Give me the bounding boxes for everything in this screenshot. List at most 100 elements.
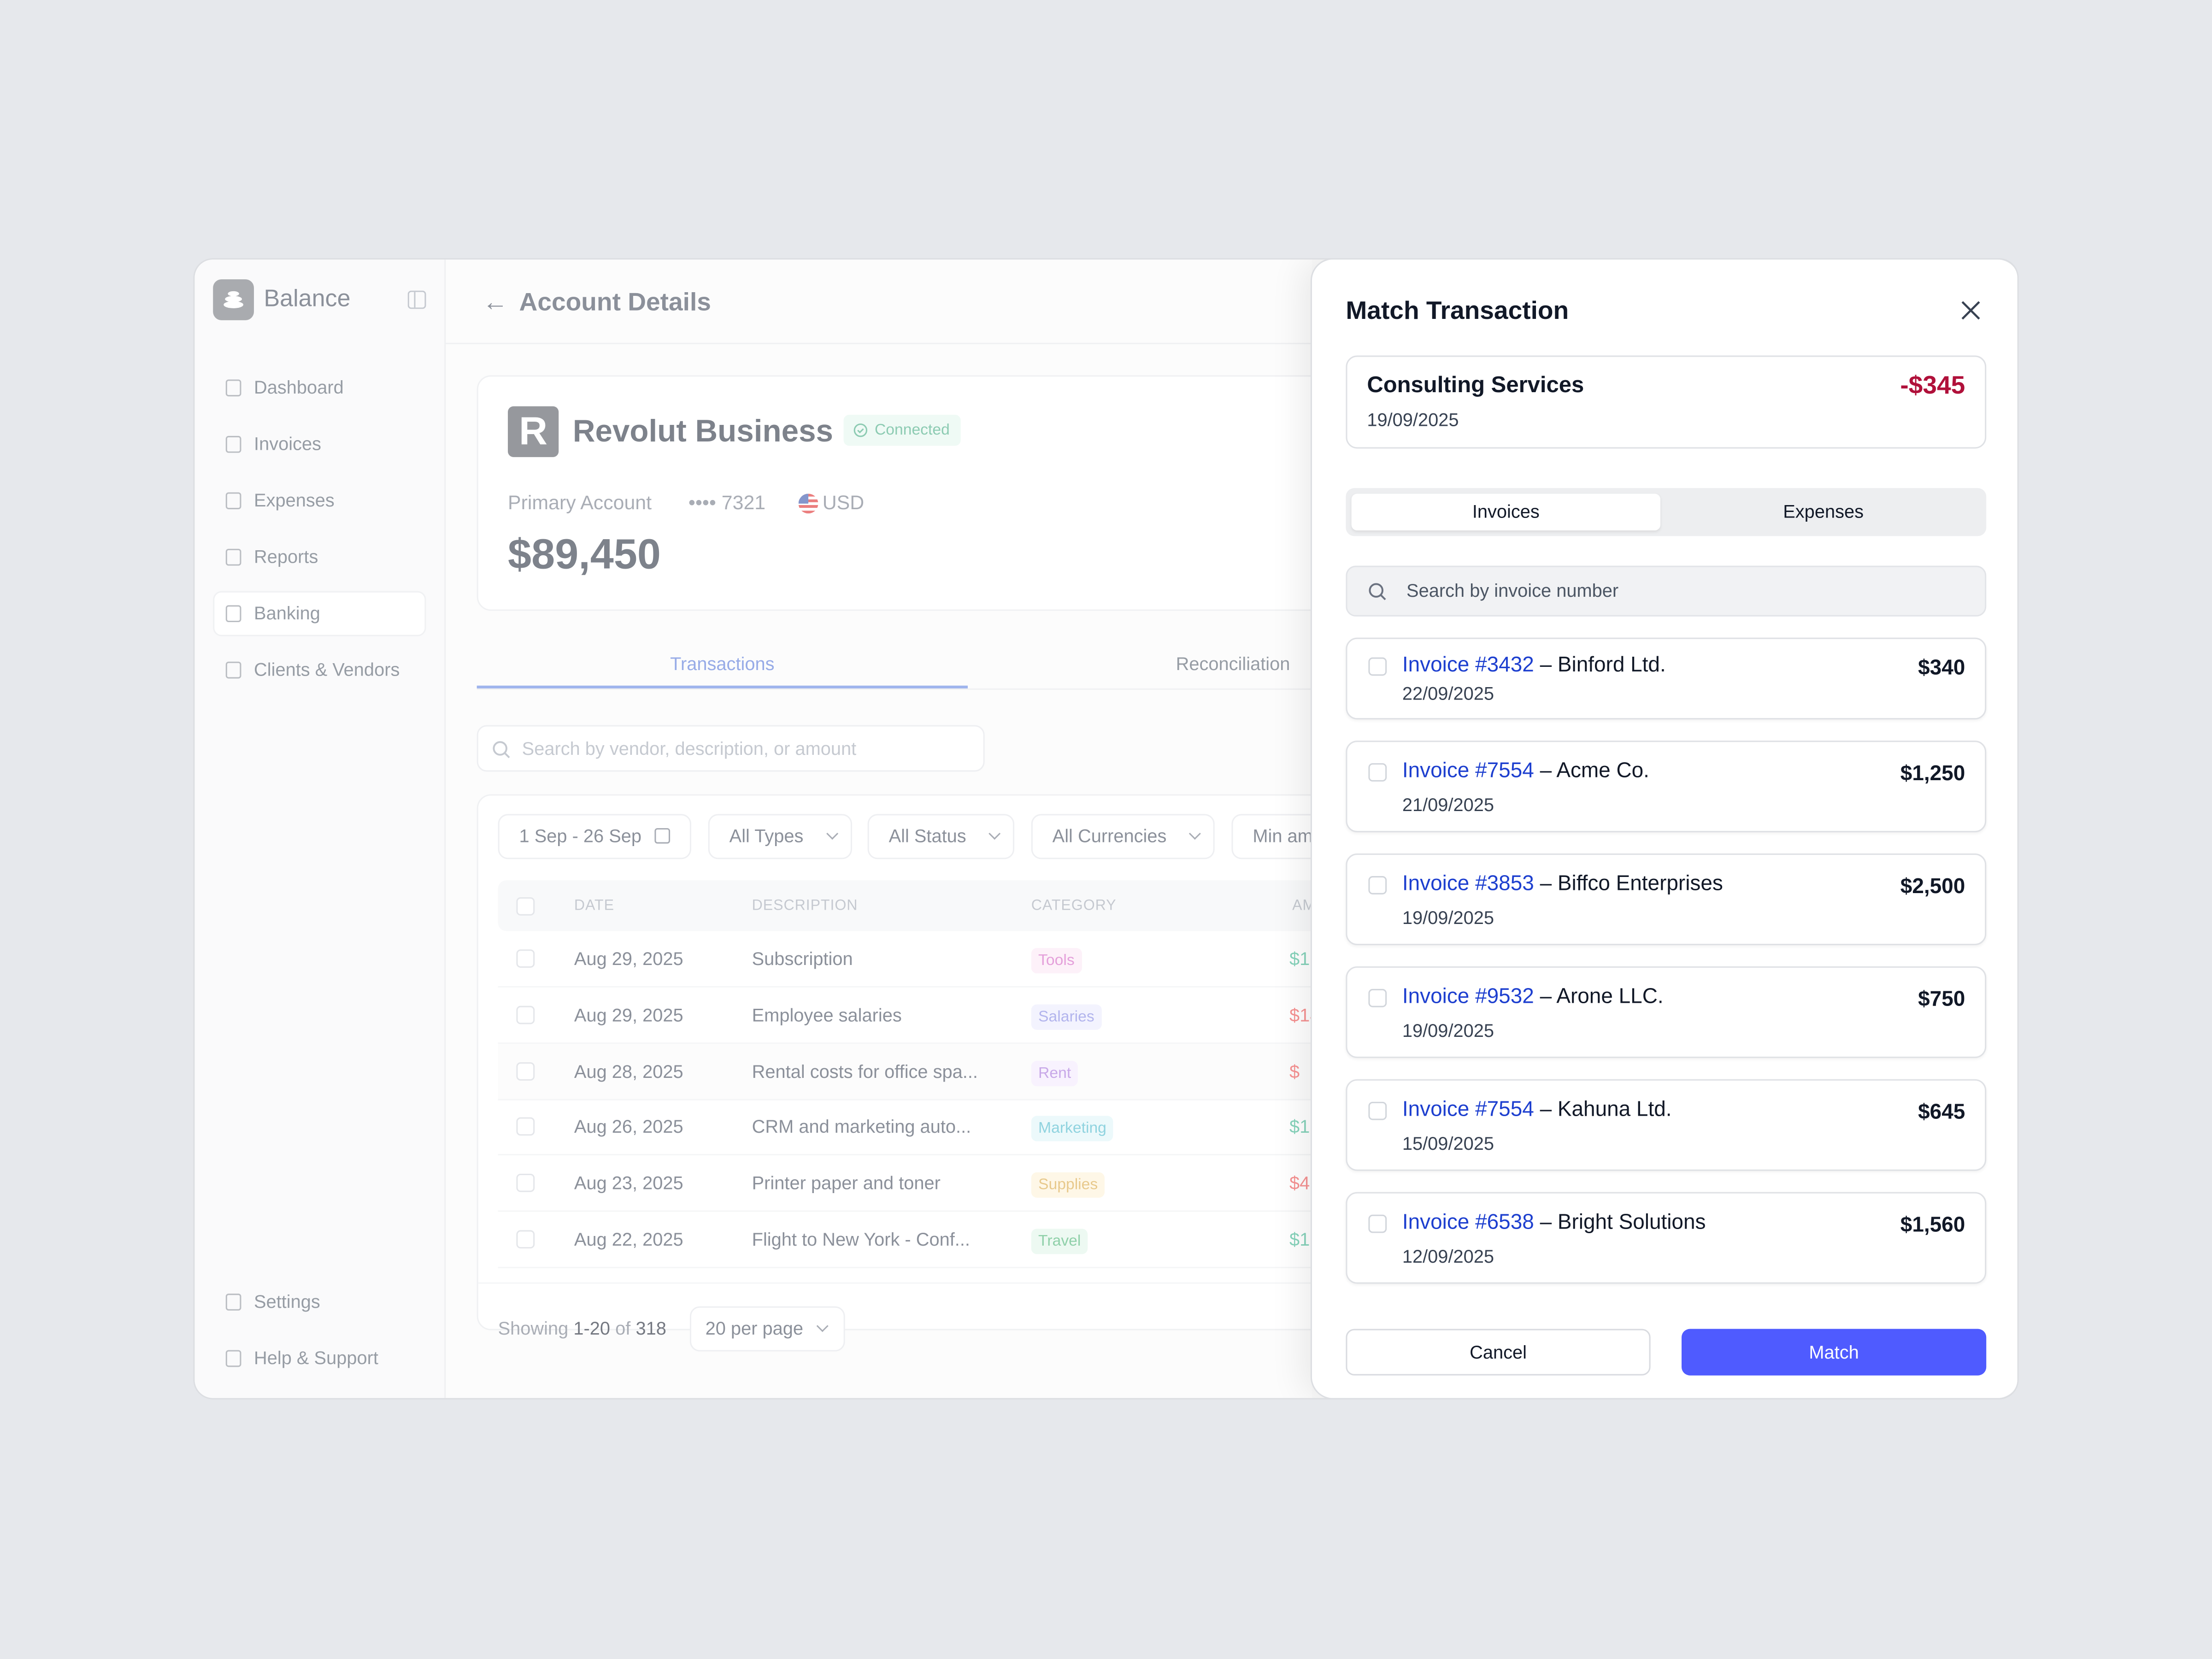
text: Showing	[498, 1318, 569, 1339]
account-card: R Revolut Business Connected Primary Acc…	[477, 375, 1352, 611]
invoice-client: – Biffco Enterprises	[1540, 871, 1723, 896]
back-button[interactable]: ←	[482, 288, 508, 316]
cancel-button[interactable]: Cancel	[1346, 1329, 1651, 1376]
row-highlight	[498, 1043, 1353, 1100]
per-page-select[interactable]: 20 per page	[689, 1306, 845, 1352]
bank-logo: R	[508, 406, 559, 457]
invoice-card[interactable]: Invoice #3432 – Binford Ltd. 22/09/2025 $3…	[1346, 637, 1987, 720]
row-divider	[498, 1042, 1353, 1044]
checkbox[interactable]	[516, 897, 535, 916]
cell: Employee salaries	[752, 1004, 902, 1025]
category-tag: Rent	[1031, 1060, 1078, 1086]
nav-item[interactable]: Help & Support	[254, 1347, 378, 1369]
pagination-text: Showing 1-20 of 318	[498, 1315, 666, 1343]
category-tag: Tools	[1031, 948, 1082, 974]
cell: Aug 26, 2025	[574, 1116, 683, 1138]
nav-item[interactable]: Banking	[254, 602, 320, 624]
nav-icon	[225, 605, 241, 622]
checkbox[interactable]	[1368, 876, 1387, 894]
nav-icon	[225, 492, 241, 510]
invoice-link[interactable]: Invoice #7554	[1402, 759, 1534, 783]
row-divider	[498, 1211, 1353, 1212]
collapse-button[interactable]	[407, 290, 426, 309]
row-divider	[498, 986, 1353, 988]
search-input[interactable]: Search by vendor, description, or amount	[477, 725, 985, 772]
transaction-amount: -$345	[1900, 371, 1965, 400]
filter-select[interactable]: All Types	[708, 814, 852, 859]
cell: $4	[1289, 1172, 1310, 1194]
match-button[interactable]: Match	[1681, 1329, 1987, 1376]
checkbox[interactable]	[1368, 988, 1387, 1007]
nav-item[interactable]: Settings	[254, 1291, 320, 1312]
search-placeholder: Search by invoice number	[1406, 580, 1619, 601]
logo	[213, 279, 254, 320]
cell: CRM and marketing auto...	[752, 1116, 971, 1138]
transactions-card: 1 Sep - 26 Sep All Types All Status All Cur…	[477, 794, 1359, 1352]
close-button[interactable]	[1961, 300, 1981, 320]
nav-item[interactable]: Expenses	[254, 489, 335, 511]
match-modal: Match Transaction Consulting Services 19…	[1310, 259, 2018, 1398]
category-tag: Marketing	[1031, 1116, 1114, 1142]
tab[interactable]: Reconciliation	[1176, 653, 1290, 675]
invoice-amount: $2,500	[1900, 874, 1965, 899]
checkbox[interactable]	[516, 1006, 535, 1024]
row-divider	[498, 1266, 1353, 1269]
checkbox[interactable]	[516, 1230, 535, 1249]
tab-underline	[477, 685, 968, 688]
checkbox[interactable]	[516, 1174, 535, 1193]
nav-icon	[225, 661, 241, 679]
invoice-amount: $645	[1918, 1100, 1965, 1124]
invoice-link[interactable]: Invoice #7554	[1402, 1097, 1534, 1122]
flag-icon	[798, 494, 818, 514]
invoice-link[interactable]: Invoice #3432	[1402, 653, 1534, 677]
nav-item[interactable]: Invoices	[254, 433, 322, 454]
row-divider	[498, 1098, 1353, 1100]
checkbox[interactable]	[1368, 763, 1387, 782]
nav-item[interactable]: Reports	[254, 546, 318, 567]
status-text: Connected	[874, 422, 950, 439]
checkbox[interactable]	[516, 1061, 535, 1080]
segment-active	[1351, 494, 1661, 531]
segment[interactable]: Expenses	[1783, 500, 1864, 522]
nav-item[interactable]: Clients & Vendors	[254, 659, 400, 680]
invoice-link[interactable]: Invoice #9532	[1402, 984, 1534, 1009]
nav-icon	[225, 548, 241, 566]
invoice-card[interactable]: Invoice #9532 – Arone LLC. 19/09/2025 $750	[1346, 966, 1987, 1058]
filter-select[interactable]: All Status	[867, 814, 1015, 859]
checkbox[interactable]	[1368, 657, 1387, 676]
invoice-link[interactable]: Invoice #6538	[1402, 1210, 1534, 1235]
filter-select[interactable]: 1 Sep - 26 Sep	[498, 814, 691, 859]
transaction-card: Consulting Services 19/09/2025 -$345	[1346, 355, 1987, 449]
invoice-title: Invoice #3853 – Biffco Enterprises	[1402, 871, 1723, 899]
invoice-search[interactable]: Search by invoice number	[1346, 565, 1987, 617]
brand: Balance	[264, 285, 351, 312]
cell: Subscription	[752, 948, 853, 970]
invoice-card[interactable]: Invoice #7554 – Acme Co. 21/09/2025 $1,250	[1346, 741, 1987, 833]
account-currency: USD	[822, 491, 865, 514]
text: 318	[635, 1318, 666, 1339]
invoice-date: 19/09/2025	[1402, 1020, 1494, 1041]
invoice-link[interactable]: Invoice #3853	[1402, 871, 1534, 896]
cell: Rental costs for office spa...	[752, 1060, 978, 1082]
row-divider	[498, 1154, 1353, 1156]
invoice-card[interactable]: Invoice #3853 – Biffco Enterprises 19/09/…	[1346, 853, 1987, 946]
filter-select[interactable]: All Currencies	[1031, 814, 1215, 859]
filter-label: Min am	[1253, 825, 1313, 847]
invoice-card[interactable]: Invoice #7554 – Kahuna Ltd. 15/09/2025 $64…	[1346, 1079, 1987, 1171]
cell: $1	[1289, 1116, 1310, 1138]
nav-icon	[225, 1350, 241, 1367]
tab[interactable]: Transactions	[670, 653, 775, 675]
nav-icon	[225, 1294, 241, 1311]
checkbox[interactable]	[1368, 1101, 1387, 1120]
checkbox[interactable]	[516, 949, 535, 968]
segmented-control: Invoices Expenses	[1346, 488, 1987, 536]
checkbox[interactable]	[1368, 1214, 1387, 1233]
invoice-card[interactable]: Invoice #6538 – Bright Solutions 12/09/20…	[1346, 1192, 1987, 1284]
search-icon	[1369, 583, 1386, 600]
segment[interactable]: Invoices	[1472, 500, 1540, 522]
top-bar: ← Account Details	[446, 259, 2018, 344]
nav-item[interactable]: Dashboard	[254, 377, 344, 398]
checkbox[interactable]	[516, 1118, 535, 1136]
sidebar: Balance Dashboard Invoices Expenses Reports…	[194, 259, 446, 1398]
